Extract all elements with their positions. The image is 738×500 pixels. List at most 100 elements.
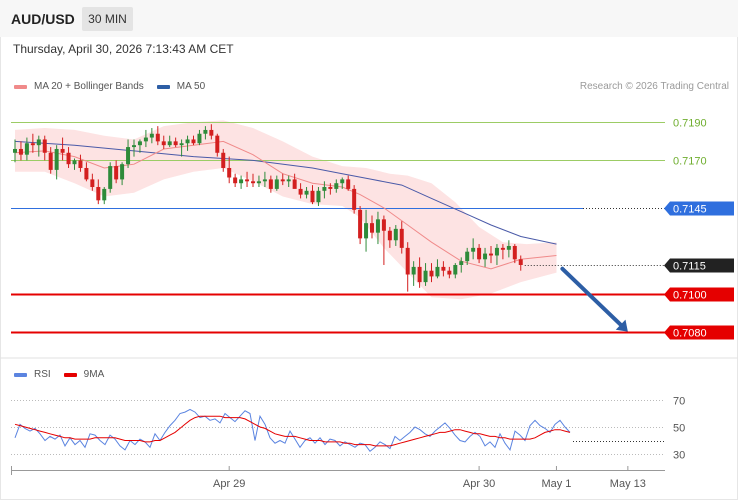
candle	[393, 225, 398, 246]
candle-body	[18, 148, 23, 155]
candle-body	[262, 179, 267, 182]
price-legend: MA 20 + Bollinger Bands MA 50	[14, 81, 205, 92]
candle	[72, 158, 77, 170]
ma50-legend-label: MA 50	[176, 81, 206, 92]
candle-body	[500, 247, 505, 250]
candle-body	[143, 137, 148, 142]
candle	[483, 247, 488, 267]
candle-body	[465, 251, 470, 262]
candle-body	[471, 247, 476, 252]
candle	[477, 244, 482, 264]
level-0-7190-label: 0.7190	[673, 118, 707, 130]
ma9-legend-label: 9MA	[83, 369, 105, 380]
forecast-arrow	[560, 266, 628, 332]
candle	[203, 126, 208, 140]
candle-body	[387, 230, 392, 241]
candle-body	[340, 179, 345, 184]
ma20-legend-label: MA 20 + Bollinger Bands	[34, 81, 144, 92]
candle-body	[399, 228, 404, 248]
candle	[191, 135, 196, 146]
candle	[84, 162, 89, 182]
rsi-legend-swatch	[14, 372, 27, 377]
candle-body	[13, 148, 17, 153]
ma9-legend-swatch	[63, 372, 77, 377]
candle-body	[102, 188, 107, 201]
rsi-line	[14, 408, 571, 453]
candle	[54, 145, 59, 180]
candle-body	[78, 160, 83, 168]
candle	[286, 175, 291, 188]
candle-body	[197, 133, 202, 144]
candle	[489, 245, 493, 264]
candle	[161, 135, 166, 149]
candle-body	[435, 266, 440, 277]
candle	[375, 211, 380, 245]
candle	[42, 135, 47, 161]
candle	[352, 185, 357, 214]
candle-body	[251, 181, 255, 184]
candle	[310, 185, 315, 205]
candle	[24, 137, 29, 161]
candle	[149, 128, 154, 144]
candle-body	[42, 139, 47, 153]
level-0-7145-tag	[664, 201, 734, 216]
candle	[274, 175, 279, 191]
candle	[459, 257, 464, 273]
candle	[518, 255, 523, 271]
candle	[126, 139, 131, 168]
candle-body	[411, 266, 416, 275]
top-bar: AUD/USD 30 MIN	[0, 0, 738, 37]
candle	[96, 179, 101, 205]
candle	[268, 175, 273, 193]
candle-body	[316, 190, 321, 203]
candle	[120, 162, 125, 186]
bollinger-bands	[15, 120, 557, 300]
rsi-tick-30: 30	[673, 450, 685, 462]
candles	[13, 124, 523, 292]
rsi-legend-label: RSI	[34, 369, 51, 380]
candle	[471, 238, 476, 260]
candle	[512, 244, 517, 264]
candle	[209, 124, 214, 140]
candle-body	[506, 245, 511, 250]
candle-body	[96, 187, 101, 201]
candle-body	[447, 270, 452, 275]
candle-body	[310, 190, 315, 203]
candle	[411, 261, 416, 286]
credit-text: Research © 2026 Trading Central	[579, 81, 729, 92]
candle	[137, 139, 142, 153]
candle-body	[245, 179, 250, 182]
candle-body	[114, 166, 119, 180]
candle	[155, 126, 160, 146]
forecast-arrow-head	[615, 319, 628, 332]
candle	[13, 139, 17, 163]
candle-body	[132, 145, 136, 148]
candle	[60, 137, 65, 161]
candle	[381, 215, 386, 265]
candle	[78, 154, 83, 172]
level-0-7100-tag	[664, 287, 734, 302]
candle-body	[149, 133, 154, 138]
symbol-label: AUD/USD	[11, 11, 75, 27]
candle	[233, 173, 238, 188]
candle	[245, 171, 250, 188]
candle	[435, 259, 440, 279]
timeframe-button[interactable]: 30 MIN	[82, 7, 133, 31]
level-lines: 0.7190 0.7170 0.7145 0.7115 0.7100 0.7080	[11, 118, 734, 340]
candle-body	[155, 133, 160, 142]
candle-body	[453, 264, 458, 275]
candle-body	[274, 179, 279, 189]
candle-body	[494, 247, 499, 256]
candle	[322, 181, 327, 199]
ma50-legend-swatch	[156, 84, 170, 89]
candle-body	[280, 179, 285, 182]
candle-body	[423, 270, 428, 283]
candle-body	[90, 179, 95, 188]
candle	[316, 187, 321, 207]
candle-body	[72, 160, 77, 165]
x-tick-label: May 1	[541, 478, 571, 490]
rsi-panel: 70 50 30	[11, 396, 685, 462]
x-tick-label: May 13	[610, 478, 646, 490]
candle	[340, 177, 345, 189]
